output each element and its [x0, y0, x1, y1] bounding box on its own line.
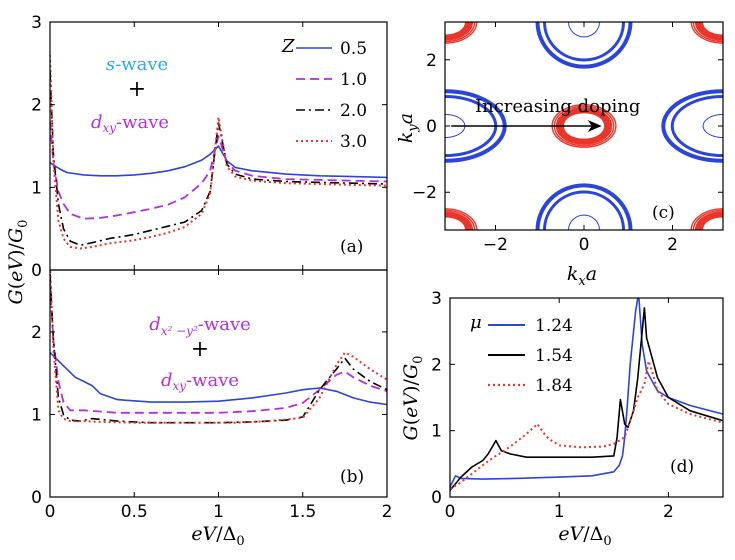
- panel-c: −2 0 2 −2 0 2 Increasing doping (c) kxa kya: [395, 21, 724, 289]
- legend-d-entry-1.24: 1.24: [535, 316, 573, 336]
- ytick-label-d: 2: [431, 355, 442, 375]
- fermi-contour-blue-mid: [543, 22, 625, 62]
- legend-d: μ 1.24 1.54 1.84: [470, 312, 573, 396]
- ytick-label-c: −2: [412, 183, 437, 203]
- legend-d-entry-1.84: 1.84: [535, 376, 573, 396]
- xtick-label-b: 1: [213, 502, 224, 522]
- panel-c-annotation: Increasing doping: [475, 96, 640, 117]
- xtick-label-c: 2: [667, 235, 678, 255]
- series-line-b-0.5: [50, 351, 387, 406]
- legend-a-entry-1.0: 1.0: [340, 70, 367, 90]
- ytick-label-b: 0: [31, 488, 42, 508]
- fermi-contour-blue-inner: [702, 113, 723, 139]
- panel-d-ylabel: G(eV)/G0: [400, 356, 426, 441]
- panel-d-label: (d): [670, 457, 694, 477]
- legend-a-title: Z: [281, 36, 295, 57]
- xtick-label-d: 0: [445, 502, 456, 522]
- xtick-label-c: 0: [579, 235, 590, 255]
- panel-b: 0 0.5 1 1.5 2 0 1 2 dx² −y²-wave + dxy-wave (b)…: [31, 269, 392, 549]
- annotation-a-plus: +: [128, 77, 146, 102]
- xtick-label-d: 1: [554, 502, 565, 522]
- panel-a-ticks: 0 1 2 3: [31, 13, 388, 281]
- fermi-contour-blue-inner: [568, 22, 600, 38]
- series-line-a-1.0: [50, 121, 387, 220]
- fermi-contour-blue-outer: [535, 22, 633, 69]
- series-line-b-1.0: [50, 282, 387, 414]
- panel-b-label: (b): [340, 467, 364, 487]
- annotation-b-plus: +: [191, 337, 209, 362]
- panel-b-ticks: 0 0.5 1 1.5 2 0 1 2: [31, 270, 392, 522]
- ytick-label-a: 2: [31, 96, 42, 116]
- ytick-label-d: 0: [431, 488, 442, 508]
- xtick-label-b: 0: [45, 502, 56, 522]
- xtick-label-d: 2: [663, 502, 674, 522]
- xtick-label-b: 1.5: [289, 502, 316, 522]
- xtick-label-b: 2: [382, 502, 393, 522]
- panel-c-ylabel: kya: [395, 113, 421, 143]
- panel-a: 0 1 2 3 s-wave + dxy-wave Z 0.5 1.0 2.0 3.0 (a…: [31, 13, 388, 281]
- series-line-a-3.0: [50, 55, 387, 250]
- panel-c-contours: [445, 22, 723, 230]
- ytick-label-b: 2: [31, 323, 42, 343]
- series-line-a-0.5: [50, 145, 387, 179]
- panel-d-curves: [450, 298, 723, 491]
- legend-a-entry-3.0: 3.0: [340, 132, 367, 152]
- panel-d-ticks: 0 1 2 0 1 2 3: [431, 289, 723, 522]
- panel-a-label: (a): [340, 237, 363, 257]
- panel-c-ticks: −2 0 2 −2 0 2: [412, 22, 723, 255]
- ytick-label-d: 1: [431, 422, 442, 442]
- fermi-contour-blue-mid: [670, 94, 723, 158]
- ytick-label-c: 0: [426, 117, 437, 137]
- y-axis-label-ab: G(eV)/G0: [5, 220, 31, 305]
- panel-c-xlabel: kxa: [567, 263, 597, 289]
- ytick-label-a: 3: [31, 13, 42, 33]
- series-line-b-3.0: [50, 270, 387, 424]
- legend-d-title: μ: [470, 312, 482, 333]
- annotation-b-line3: dxy-wave: [161, 370, 239, 393]
- x-axis-label-ab: eV/Δ0: [191, 523, 244, 549]
- fermi-contour-blue-mid: [543, 190, 625, 230]
- fermi-contour-blue-inner: [568, 214, 600, 230]
- legend-a-entry-0.5: 0.5: [340, 39, 367, 59]
- ytick-label-a: 0: [31, 261, 42, 281]
- panel-c-label: (c): [652, 203, 675, 223]
- panel-a-curves: [50, 55, 387, 250]
- legend-d-entry-1.54: 1.54: [535, 346, 573, 366]
- series-line-a-2.0: [50, 71, 387, 246]
- doping-arrow-head: [587, 120, 602, 132]
- xtick-label-b: 0.5: [121, 502, 148, 522]
- fermi-contour-blue-outer: [535, 183, 633, 230]
- ytick-label-d: 3: [431, 289, 442, 309]
- panel-b-curves: [50, 270, 387, 424]
- series-line-d-1.54: [450, 307, 723, 491]
- ytick-label-c: 2: [426, 51, 437, 71]
- legend-a-entry-2.0: 2.0: [340, 101, 367, 121]
- panel-d: 0 1 2 0 1 2 3 μ 1.24 1.54 1.84 (d) eV/Δ0 G(eV)/G…: [400, 289, 724, 549]
- annotation-a-line3: dxy-wave: [91, 112, 169, 135]
- fermi-contour-blue-outer: [661, 89, 723, 163]
- annotation-a-line1: s-wave: [106, 54, 168, 75]
- annotation-b-line1: dx² −y²-wave: [149, 314, 251, 338]
- legend-a: Z 0.5 1.0 2.0 3.0: [281, 36, 367, 152]
- ytick-label-a: 1: [31, 178, 42, 198]
- ytick-label-b: 1: [31, 405, 42, 425]
- panel-d-xlabel: eV/Δ0: [558, 523, 611, 549]
- xtick-label-c: −2: [483, 235, 508, 255]
- panel-d-frame: [449, 297, 724, 498]
